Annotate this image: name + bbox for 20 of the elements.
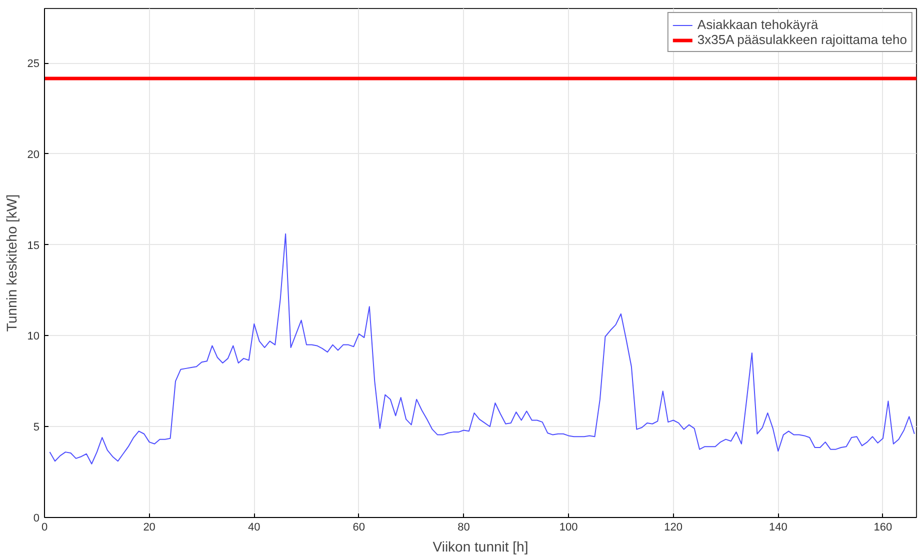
x-tick-label: 120 bbox=[664, 522, 683, 534]
x-tick-label: 0 bbox=[41, 522, 48, 534]
x-tick-label: 80 bbox=[458, 522, 470, 534]
legend-label: Asiakkaan tehokäyrä bbox=[697, 17, 818, 32]
x-tick-label: 20 bbox=[143, 522, 156, 534]
x-tick-label: 100 bbox=[559, 522, 578, 534]
y-tick-label: 20 bbox=[27, 148, 40, 161]
y-tick-label: 10 bbox=[27, 330, 40, 343]
x-tick-label: 40 bbox=[248, 522, 260, 534]
line-series bbox=[49, 233, 915, 464]
x-tick-label: 140 bbox=[768, 522, 788, 534]
y-tick-label: 0 bbox=[33, 512, 40, 524]
y-tick-label: 25 bbox=[27, 58, 40, 70]
legend-label: 3x35A pääsulakkeen rajoittama teho bbox=[697, 32, 907, 47]
y-axis-title: Tunnin keskiteho [kW] bbox=[3, 194, 20, 332]
x-tick-label: 60 bbox=[352, 522, 366, 534]
y-tick-label: 5 bbox=[33, 422, 40, 434]
x-tick-label: 160 bbox=[874, 522, 892, 534]
x-axis-title: Viikon tunnit [h] bbox=[432, 538, 528, 554]
y-tick-label: 15 bbox=[27, 240, 40, 252]
